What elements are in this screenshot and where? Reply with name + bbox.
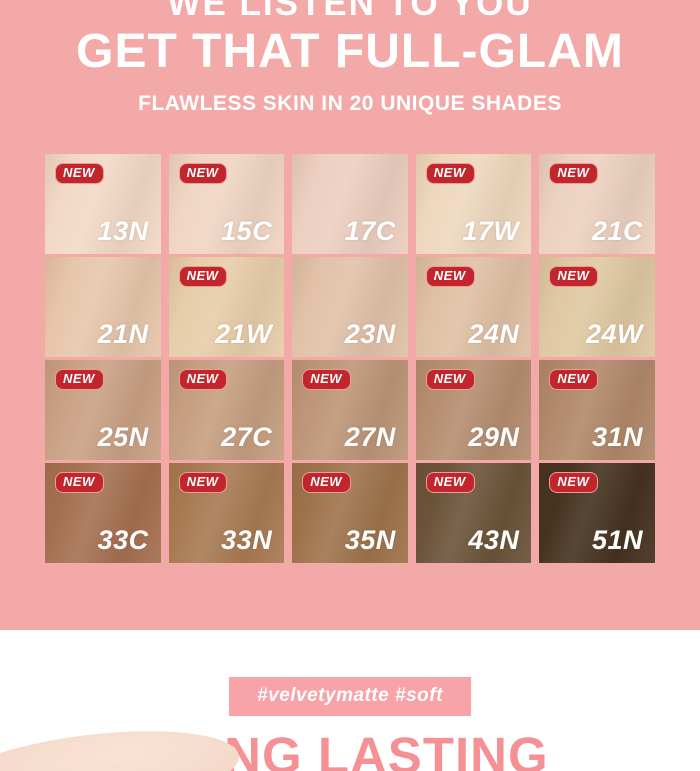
shade-tile-29N: NEW 29N xyxy=(415,360,532,460)
shade-code-label: 35N xyxy=(344,525,396,555)
shade-tile-13N: NEW 13N xyxy=(45,154,161,254)
footer-section: #velvetymatte #soft LONG LASTING xyxy=(0,630,700,771)
shade-code-label: 29N xyxy=(468,422,520,452)
shade-tile-17W: NEW 17W xyxy=(415,154,532,254)
shade-code-label: 17W xyxy=(462,216,520,246)
shade-tile-24N: NEW 24N xyxy=(415,257,532,357)
new-badge: NEW xyxy=(425,163,475,185)
hashtag-badge: #velvetymatte #soft xyxy=(229,677,471,716)
shade-tile-15C: NEW 15C xyxy=(168,154,285,254)
shade-tile-23N: 23N xyxy=(292,257,408,357)
new-badge: NEW xyxy=(55,472,104,494)
page-title: GET THAT FULL-GLAM xyxy=(76,25,624,78)
new-badge: NEW xyxy=(178,472,228,494)
shade-code-label: 25N xyxy=(97,422,149,452)
new-badge: NEW xyxy=(425,266,475,288)
shade-code-label: 15C xyxy=(221,216,273,246)
shade-tile-51N: NEW 51N xyxy=(539,463,655,563)
new-badge: NEW xyxy=(425,472,475,494)
shade-code-label: 21N xyxy=(97,319,149,349)
shade-code-label: 21W xyxy=(215,319,273,349)
shade-code-label: 17C xyxy=(344,216,396,246)
shade-chart-section: WE LISTEN TO YOU GET THAT FULL-GLAM FLAW… xyxy=(0,0,700,630)
shade-code-label: 43N xyxy=(468,525,520,555)
shade-tile-25N: NEW 25N xyxy=(45,360,161,460)
shade-tile-35N: NEW 35N xyxy=(292,463,408,563)
shade-tile-31N: NEW 31N xyxy=(539,360,655,460)
shade-code-label: 23N xyxy=(344,319,396,349)
shade-tile-21C: NEW 21C xyxy=(539,154,655,254)
new-badge: NEW xyxy=(549,163,599,185)
new-badge: NEW xyxy=(302,369,352,391)
shade-code-label: 51N xyxy=(591,525,643,555)
new-badge: NEW xyxy=(425,369,475,391)
shade-tile-24W: NEW 24W xyxy=(539,257,655,357)
new-badge: NEW xyxy=(178,163,228,185)
shade-code-label: 31N xyxy=(591,422,643,452)
subtitle-text: FLAWLESS SKIN IN 20 UNIQUE SHADES xyxy=(138,92,562,115)
shade-code-label: 33N xyxy=(221,525,273,555)
shade-tile-17C: 17C xyxy=(292,154,408,254)
shade-code-label: 24N xyxy=(468,319,520,349)
shade-tile-21N: 21N xyxy=(45,257,161,357)
tagline-text: WE LISTEN TO YOU xyxy=(167,0,533,23)
shade-tile-43N: NEW 43N xyxy=(415,463,532,563)
new-badge: NEW xyxy=(549,369,599,391)
shade-tile-33N: NEW 33N xyxy=(168,463,285,563)
new-badge: NEW xyxy=(55,369,104,391)
shade-tile-27C: NEW 27C xyxy=(168,360,285,460)
shade-tile-27N: NEW 27N xyxy=(292,360,408,460)
new-badge: NEW xyxy=(55,163,104,185)
new-badge: NEW xyxy=(178,266,228,288)
shade-code-label: 27N xyxy=(344,422,396,452)
shade-tile-33C: NEW 33C xyxy=(45,463,161,563)
shade-code-label: 13N xyxy=(97,216,149,246)
shade-tile-21W: NEW 21W xyxy=(168,257,285,357)
new-badge: NEW xyxy=(549,266,599,288)
shade-code-label: 24W xyxy=(585,319,643,349)
new-badge: NEW xyxy=(302,472,352,494)
new-badge: NEW xyxy=(549,472,599,494)
shade-code-label: 21C xyxy=(591,216,643,246)
shade-grid: NEW 13N NEW 15C 17C NEW 17W NEW 21C 21N NEW 21W 23N N… xyxy=(45,154,655,563)
shade-code-label: 33C xyxy=(97,525,149,555)
new-badge: NEW xyxy=(178,369,228,391)
shade-code-label: 27C xyxy=(221,422,273,452)
